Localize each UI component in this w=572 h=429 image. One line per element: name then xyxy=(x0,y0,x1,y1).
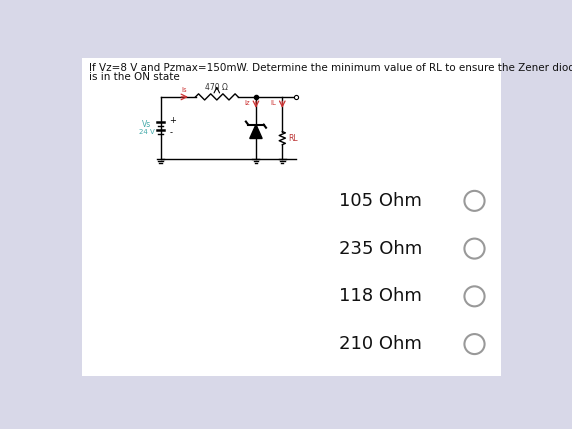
Text: IL: IL xyxy=(270,100,276,106)
Text: RL: RL xyxy=(288,133,298,142)
Text: -: - xyxy=(169,128,172,137)
Text: 118 Ohm: 118 Ohm xyxy=(339,287,422,305)
Text: 470 Ω: 470 Ω xyxy=(205,82,228,91)
Text: Is: Is xyxy=(182,87,188,93)
Text: 24 V: 24 V xyxy=(139,129,154,135)
Text: Iz: Iz xyxy=(244,100,250,106)
FancyBboxPatch shape xyxy=(82,57,501,376)
Text: is in the ON state: is in the ON state xyxy=(89,72,179,82)
Text: 210 Ohm: 210 Ohm xyxy=(339,335,422,353)
Text: +: + xyxy=(169,116,176,125)
Polygon shape xyxy=(250,125,262,139)
Text: If Vz=8 V and Pzmax=150mW. Determine the minimum value of RL to ensure the Zener: If Vz=8 V and Pzmax=150mW. Determine the… xyxy=(89,63,572,73)
Text: 235 Ohm: 235 Ohm xyxy=(339,240,422,257)
Text: Vs: Vs xyxy=(142,120,152,129)
Text: 105 Ohm: 105 Ohm xyxy=(339,192,422,210)
